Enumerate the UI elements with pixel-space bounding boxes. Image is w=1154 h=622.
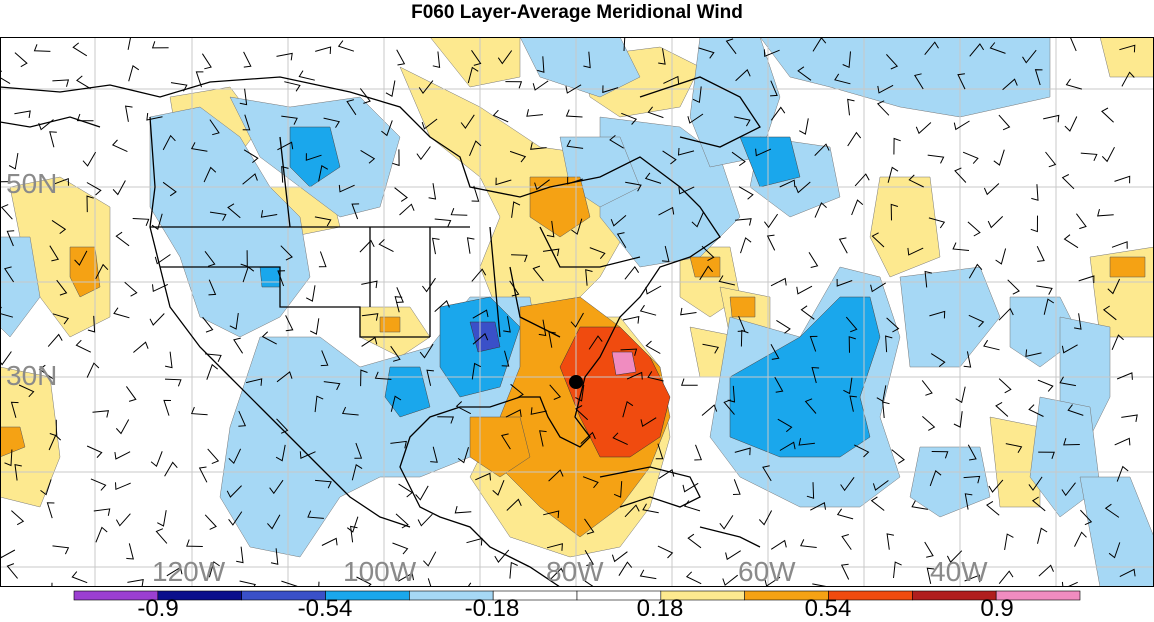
lon-label-100w: 100W xyxy=(343,556,417,587)
coastlines xyxy=(0,76,761,587)
shading-pink xyxy=(611,351,637,376)
colorbar-label: 0.9 xyxy=(980,595,1014,622)
lon-label-120w: 120W xyxy=(152,556,226,587)
colorbar-label: -0.54 xyxy=(297,595,353,622)
colorbar-label: 0.54 xyxy=(804,595,852,622)
storm-center-dot xyxy=(569,375,583,389)
colorbar xyxy=(73,590,1081,601)
lon-label-40w: 40W xyxy=(930,556,988,587)
lon-label-80w: 80W xyxy=(546,556,604,587)
colorbar-label: -0.9 xyxy=(137,595,179,622)
lat-label-30n: 30N xyxy=(6,360,58,391)
map-panel xyxy=(0,37,1154,587)
colorbar-segment xyxy=(995,590,1081,601)
lon-label-60w: 60W xyxy=(738,556,796,587)
graticule xyxy=(0,37,1154,587)
map-title: F060 Layer-Average Meridional Wind xyxy=(411,2,743,23)
colorbar-label: 0.18 xyxy=(636,595,684,622)
colorbar-label: -0.18 xyxy=(464,595,520,622)
lat-label-50n: 50N xyxy=(6,168,58,199)
